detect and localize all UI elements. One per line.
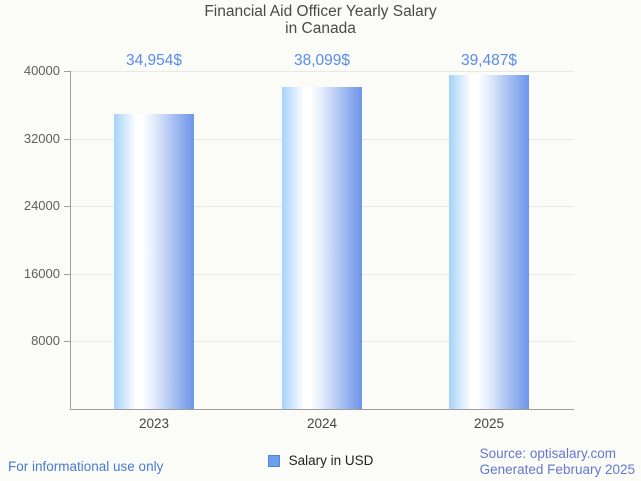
bar-2025 (449, 75, 529, 409)
x-tick-label: 2023 (138, 416, 170, 431)
y-tick-mark (64, 71, 70, 72)
bar-2023 (114, 114, 194, 409)
legend: Salary in USD (0, 453, 641, 468)
y-tick-mark (64, 139, 70, 140)
x-axis-line (70, 409, 574, 410)
bar-value-label: 39,487$ (460, 52, 518, 69)
y-tick-label: 40000 (23, 63, 60, 78)
source-text: Source: optisalary.com Generated Februar… (479, 446, 635, 477)
y-tick-label: 32000 (23, 131, 60, 146)
y-tick-mark (64, 341, 70, 342)
legend-swatch-icon (267, 454, 280, 467)
x-tick-label: 2025 (473, 416, 505, 431)
y-tick-mark (64, 274, 70, 275)
y-tick-label: 8000 (31, 333, 60, 348)
disclaimer-text: For informational use only (8, 459, 164, 474)
bar-2024 (282, 87, 362, 409)
bar-value-label: 34,954$ (125, 52, 183, 69)
y-tick-label: 24000 (23, 198, 60, 213)
y-axis-line (70, 71, 71, 409)
gridline (71, 71, 574, 72)
y-tick-mark (64, 206, 70, 207)
y-tick-label: 16000 (23, 266, 60, 281)
x-tick-label: 2024 (306, 416, 338, 431)
chart-title: Financial Aid Officer Yearly Salary in C… (204, 3, 437, 37)
bar-value-label: 38,099$ (293, 52, 351, 69)
legend-label: Salary in USD (288, 453, 374, 468)
